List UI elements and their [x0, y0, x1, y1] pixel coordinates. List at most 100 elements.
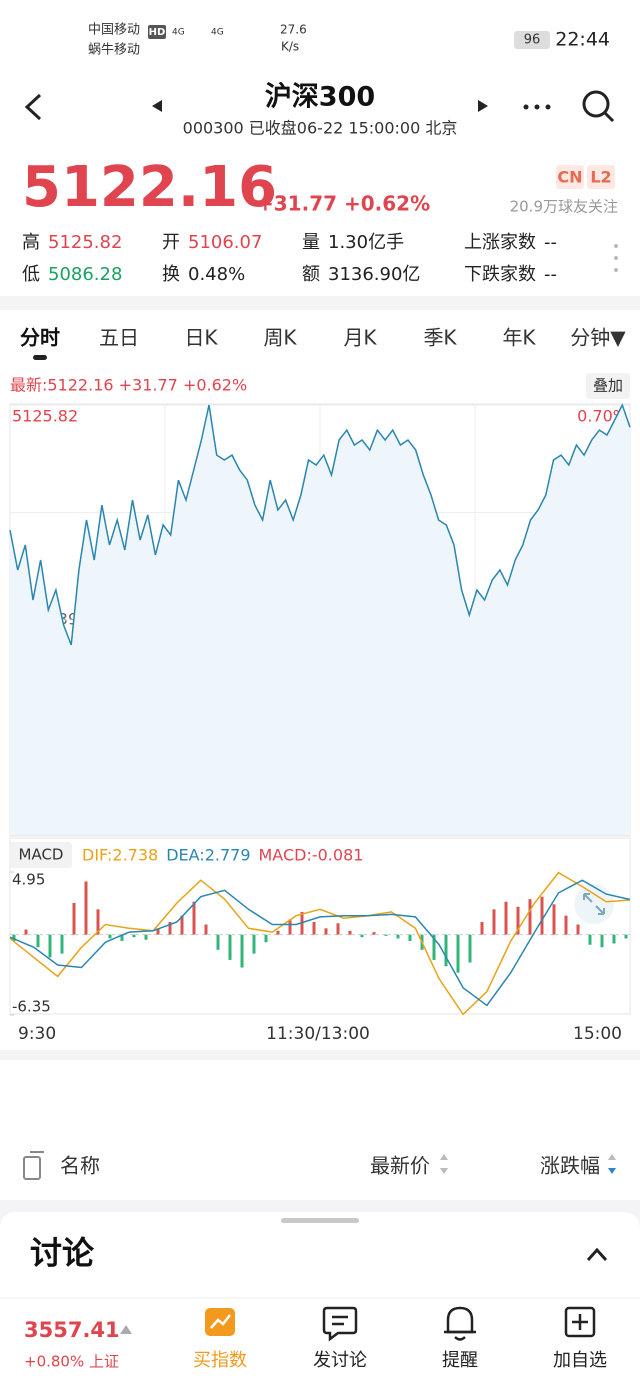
nav-label[interactable]: 加自选 — [553, 1350, 607, 1371]
discussion-sheet — [0, 1212, 640, 1387]
collapse-button[interactable] — [586, 1247, 608, 1262]
macd-bar — [72, 903, 76, 935]
macd-button-bg[interactable] — [10, 842, 72, 868]
macd-bar — [552, 904, 556, 935]
macd-button[interactable]: MACD — [19, 846, 64, 864]
macd-bar — [312, 921, 316, 935]
nav-label[interactable]: 发讨论 — [313, 1350, 367, 1371]
list-icon — [23, 1151, 44, 1180]
nav-label[interactable]: 买指数 — [193, 1350, 247, 1371]
macd-bar — [372, 932, 376, 935]
index-price[interactable]: 3557.41 — [24, 1318, 120, 1342]
search-button[interactable] — [582, 90, 615, 123]
macd-bar — [480, 921, 484, 935]
macd-bar — [528, 899, 532, 935]
macd-bar — [204, 924, 208, 935]
more-stats[interactable] — [614, 244, 618, 272]
back-button[interactable] — [24, 93, 42, 121]
macd-bar — [264, 934, 268, 943]
index-arrow — [120, 1325, 132, 1334]
stat-label: 下跌家数 — [464, 264, 536, 285]
stat-value: 5086.28 — [48, 264, 122, 285]
stat-label: 上涨家数 — [464, 232, 536, 253]
carrier: 中国移动 — [88, 23, 140, 38]
badge: CN — [557, 168, 582, 187]
macd-bar — [60, 934, 64, 954]
stat-value: -- — [544, 264, 557, 285]
y-tick-label: 5125.82 — [12, 407, 78, 426]
prev-button[interactable] — [152, 100, 162, 112]
macd-bar — [540, 896, 544, 935]
macd-bar — [288, 919, 292, 935]
carrier: 蜗牛移动 — [88, 42, 140, 58]
macd-bar — [144, 934, 148, 940]
macd-line — [9, 871, 631, 1016]
hd-badge — [148, 25, 166, 39]
tab[interactable]: 分时 — [20, 326, 60, 350]
stat-label: 低 — [22, 264, 40, 285]
nav-label[interactable]: 提醒 — [442, 1350, 478, 1371]
nav-icon[interactable] — [564, 1306, 596, 1338]
expand-button[interactable] — [574, 884, 614, 924]
tab[interactable]: 日K — [184, 326, 218, 350]
macd-bar — [252, 934, 256, 954]
macd-bar — [516, 906, 520, 935]
macd-bar — [432, 934, 436, 960]
more-button[interactable] — [523, 104, 551, 110]
macd-bar — [84, 881, 88, 935]
price-area — [10, 405, 630, 835]
macd-bar — [120, 934, 124, 941]
tab[interactable]: 分钟▼ — [570, 326, 626, 350]
clock: 22:44 — [555, 29, 610, 51]
column-header[interactable]: 最新价 — [370, 1154, 430, 1178]
macd-bar — [612, 934, 616, 944]
stat-value: -- — [544, 232, 557, 253]
nav-icon[interactable] — [205, 1308, 235, 1336]
tab[interactable]: 五日 — [99, 326, 139, 350]
sheet-handle[interactable] — [281, 1218, 359, 1223]
battery — [514, 31, 550, 49]
overlay-button-bg[interactable] — [586, 373, 630, 399]
macd-bar — [444, 934, 448, 967]
macd-bar — [12, 934, 16, 941]
badge: L2 — [590, 168, 611, 187]
sort-icon[interactable] — [608, 1154, 616, 1160]
price: 5122.16 — [22, 155, 277, 220]
nav-icon[interactable] — [322, 1306, 358, 1342]
macd-bar — [36, 934, 40, 948]
x-tick-label: 11:30/13:00 — [266, 1024, 370, 1044]
overlay-button[interactable]: 叠加 — [593, 377, 623, 395]
sort-icon[interactable] — [440, 1154, 448, 1174]
macd-legend: DIF:2.738 — [82, 846, 158, 865]
stat-value: 3136.90亿 — [328, 264, 420, 285]
badge-bg — [556, 165, 584, 189]
tab[interactable]: 季K — [423, 326, 457, 350]
macd-bar — [168, 921, 172, 935]
macd-bar — [228, 934, 232, 960]
section-title: 讨论 — [30, 1234, 95, 1272]
price-change: +31.77 +0.62% — [257, 192, 430, 216]
macd-line — [9, 879, 631, 1007]
stat-value: 1.30亿手 — [328, 232, 404, 253]
sort-icon[interactable] — [608, 1168, 616, 1174]
index-change[interactable]: +0.80% 上证 — [24, 1353, 119, 1371]
y-tick-label: 4.95 — [12, 871, 45, 889]
macd-bar — [360, 934, 364, 938]
macd-bar — [24, 929, 28, 935]
nav-icon[interactable] — [444, 1306, 476, 1341]
x-tick-label: 15:00 — [573, 1024, 622, 1044]
battery-level: 96 — [524, 33, 541, 48]
separator — [0, 1050, 640, 1060]
column-header[interactable]: 涨跌幅 — [540, 1154, 600, 1178]
tab[interactable]: 月K — [343, 326, 377, 350]
macd-bar — [576, 924, 580, 935]
macd-bar — [276, 930, 280, 935]
tab[interactable]: 周K — [263, 326, 297, 350]
column-header: 名称 — [60, 1154, 100, 1178]
tab[interactable]: 年K — [502, 326, 536, 350]
macd-bar — [192, 901, 196, 935]
macd-bar — [216, 934, 220, 950]
macd-bar — [384, 934, 388, 936]
next-button[interactable] — [478, 100, 488, 112]
macd-legend: DEA:2.779 — [166, 846, 250, 865]
